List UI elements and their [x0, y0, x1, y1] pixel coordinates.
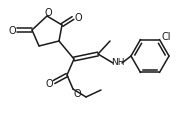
- Text: Cl: Cl: [162, 31, 171, 41]
- Text: O: O: [73, 88, 81, 98]
- Text: O: O: [8, 26, 16, 36]
- Text: O: O: [74, 13, 82, 23]
- Text: NH: NH: [111, 58, 125, 66]
- Text: O: O: [45, 78, 53, 88]
- Text: O: O: [44, 7, 52, 17]
